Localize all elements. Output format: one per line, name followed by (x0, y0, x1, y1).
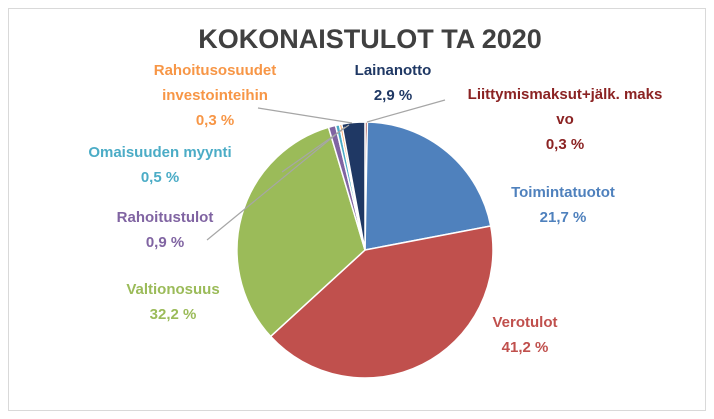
category-label: Liittymismaksut+jälk. maks vo (467, 86, 663, 128)
slice-label: Valtionosuus 32,2 % (98, 277, 248, 327)
category-label: Omaisuuden myynti (88, 144, 232, 161)
value-label: 41,2 % (501, 339, 549, 356)
category-label: Lainanotto (354, 62, 432, 79)
value-label: 2,9 % (373, 87, 413, 104)
value-label: 0,3 % (195, 112, 235, 129)
value-label: 0,3 % (545, 136, 585, 153)
category-label: Rahoitustulot (116, 209, 214, 226)
value-label: 0,9 % (145, 234, 185, 251)
category-label: Valtionosuus (126, 281, 220, 298)
leader-line (206, 126, 346, 241)
slice-label: Toimintatuotot 21,7 % (488, 180, 638, 230)
category-label: Rahoitusosuudet investointeihin (153, 62, 277, 104)
slice-label: Verotulot 41,2 % (465, 310, 585, 360)
leader-lines (206, 99, 446, 241)
slice-label: Omaisuuden myynti 0,5 % (70, 140, 250, 190)
value-label: 21,7 % (539, 209, 587, 226)
leader-line (366, 99, 446, 123)
leader-line (257, 107, 353, 124)
frame (8, 8, 706, 411)
slice-label: Lainanotto 2,9 % (333, 58, 453, 108)
value-label: 0,5 % (140, 169, 180, 186)
category-label: Verotulot (492, 314, 558, 331)
pie-slice (340, 121, 366, 251)
slice-label: Rahoitustulot 0,9 % (90, 205, 240, 255)
chart-title: KOKONAISTULOT TA 2020 (198, 24, 542, 54)
slice-label: Liittymismaksut+jälk. maks vo 0,3 % (465, 82, 665, 157)
slice-label: Rahoitusosuudet investointeihin 0,3 % (140, 58, 290, 133)
pie-slice (269, 225, 494, 379)
pie-slice (364, 121, 492, 251)
value-label: 32,2 % (149, 306, 197, 323)
pie-slice (236, 126, 366, 338)
category-label: Toimintatuotot (511, 184, 615, 201)
